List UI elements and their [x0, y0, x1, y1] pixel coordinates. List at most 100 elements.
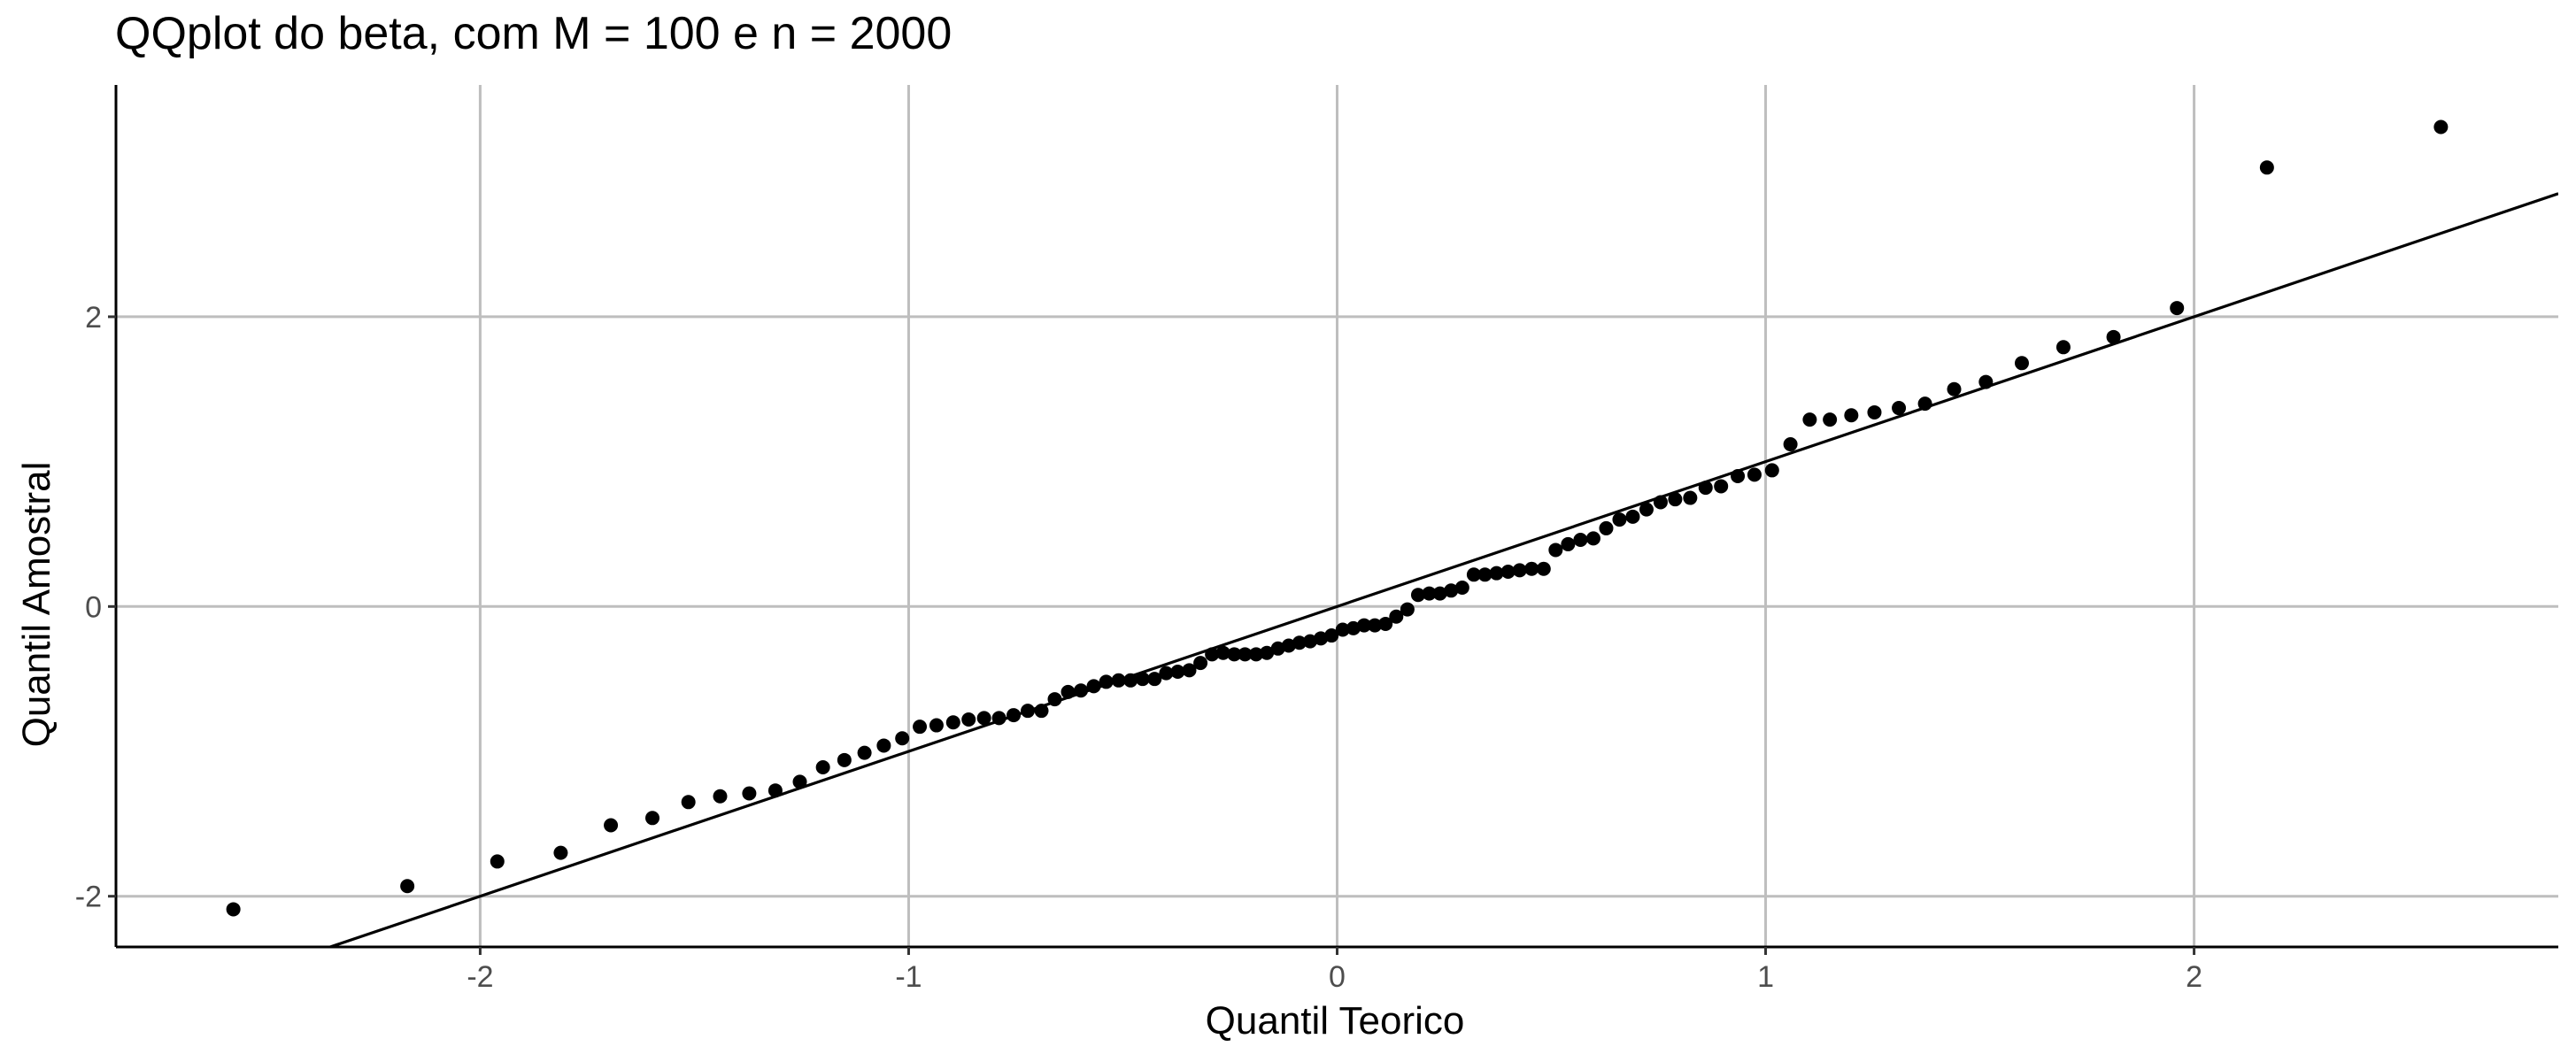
- data-point-72: [1585, 531, 1600, 546]
- data-point-83: [1747, 467, 1762, 482]
- data-point-80: [1698, 481, 1713, 496]
- data-point-37: [1193, 656, 1208, 671]
- data-point-14: [876, 738, 891, 753]
- data-point-52: [1356, 618, 1371, 633]
- data-point-3: [553, 845, 568, 860]
- data-point-56: [1400, 602, 1415, 617]
- data-point-90: [1892, 401, 1907, 416]
- data-point-54: [1378, 616, 1393, 631]
- data-point-69: [1548, 543, 1563, 558]
- data-point-88: [1844, 408, 1859, 423]
- data-point-19: [961, 712, 976, 727]
- data-point-26: [1060, 684, 1076, 699]
- data-point-93: [1978, 374, 1994, 389]
- data-point-43: [1260, 645, 1275, 660]
- data-point-13: [857, 745, 872, 760]
- data-point-92: [1947, 381, 1962, 396]
- reference-line: [326, 192, 2558, 947]
- data-point-22: [1006, 708, 1022, 723]
- data-point-87: [1823, 412, 1838, 427]
- y-axis-title: Quantil Amostral: [15, 462, 58, 748]
- data-point-64: [1489, 566, 1504, 581]
- data-point-97: [2170, 301, 2185, 316]
- data-point-53: [1368, 618, 1383, 633]
- data-point-28: [1086, 679, 1101, 694]
- data-point-79: [1683, 490, 1698, 505]
- data-point-12: [837, 752, 852, 767]
- data-point-33: [1147, 672, 1162, 687]
- grid-lines: [116, 85, 2558, 947]
- data-point-45: [1281, 638, 1296, 653]
- data-point-85: [1783, 436, 1798, 451]
- x-tick-label-0: -2: [467, 960, 493, 994]
- data-point-98: [2259, 160, 2274, 175]
- data-point-96: [2106, 329, 2121, 344]
- data-point-95: [2055, 340, 2071, 355]
- data-point-99: [2433, 119, 2449, 135]
- data-point-84: [1764, 463, 1779, 478]
- data-point-7: [713, 789, 728, 804]
- data-point-67: [1524, 561, 1539, 576]
- data-point-4: [604, 818, 619, 833]
- data-point-1: [400, 879, 415, 894]
- data-point-9: [767, 783, 783, 798]
- data-point-17: [929, 718, 944, 733]
- data-point-50: [1335, 622, 1350, 637]
- y-tick-label-2: 2: [85, 301, 102, 335]
- data-point-39: [1215, 645, 1230, 660]
- data-point-77: [1653, 495, 1668, 510]
- x-tick-label-3: 1: [1757, 960, 1774, 994]
- data-point-38: [1205, 647, 1220, 662]
- data-point-76: [1639, 502, 1654, 517]
- data-point-32: [1135, 672, 1150, 687]
- data-point-86: [1802, 412, 1817, 427]
- data-point-20: [976, 711, 991, 726]
- data-point-78: [1668, 492, 1683, 507]
- data-points: [226, 119, 2449, 917]
- data-point-65: [1500, 565, 1516, 580]
- data-point-51: [1346, 620, 1361, 635]
- data-point-40: [1227, 647, 1242, 662]
- x-tick-label-4: 2: [2186, 960, 2202, 994]
- data-point-10: [792, 774, 807, 789]
- data-point-27: [1074, 683, 1089, 698]
- data-point-59: [1432, 586, 1447, 601]
- data-point-57: [1410, 588, 1425, 603]
- x-tick-label-1: -1: [895, 960, 922, 994]
- data-point-94: [2014, 356, 2029, 371]
- data-point-42: [1249, 647, 1264, 662]
- data-point-2: [490, 854, 505, 869]
- data-point-31: [1123, 673, 1138, 688]
- data-point-60: [1444, 583, 1459, 598]
- data-point-16: [913, 720, 928, 735]
- data-point-24: [1034, 704, 1049, 719]
- data-point-70: [1561, 536, 1576, 551]
- data-point-30: [1111, 673, 1126, 688]
- data-point-66: [1512, 563, 1527, 578]
- data-point-48: [1314, 631, 1329, 646]
- data-point-49: [1324, 628, 1339, 643]
- data-point-6: [681, 795, 696, 810]
- data-point-73: [1599, 520, 1614, 535]
- data-point-71: [1573, 533, 1588, 548]
- data-point-81: [1714, 479, 1729, 494]
- data-point-41: [1238, 647, 1253, 662]
- data-point-18: [945, 715, 960, 730]
- x-axis-title: Quantil Teorico: [1206, 999, 1465, 1043]
- data-point-89: [1867, 404, 1882, 419]
- data-point-63: [1477, 567, 1492, 582]
- data-point-75: [1625, 509, 1640, 524]
- data-point-62: [1466, 567, 1481, 582]
- data-point-34: [1159, 666, 1174, 681]
- data-point-74: [1612, 512, 1627, 527]
- data-point-29: [1099, 674, 1114, 689]
- data-point-25: [1047, 692, 1062, 707]
- axes: [108, 85, 2558, 955]
- reference-line-layer: [326, 192, 2558, 947]
- data-point-46: [1292, 635, 1307, 650]
- data-point-11: [815, 760, 830, 775]
- tick-labels: -2 -1 0 1 2 -2 0 2: [75, 301, 2202, 994]
- y-tick-label-0: -2: [75, 881, 102, 914]
- data-point-82: [1731, 468, 1746, 483]
- data-point-55: [1389, 609, 1404, 624]
